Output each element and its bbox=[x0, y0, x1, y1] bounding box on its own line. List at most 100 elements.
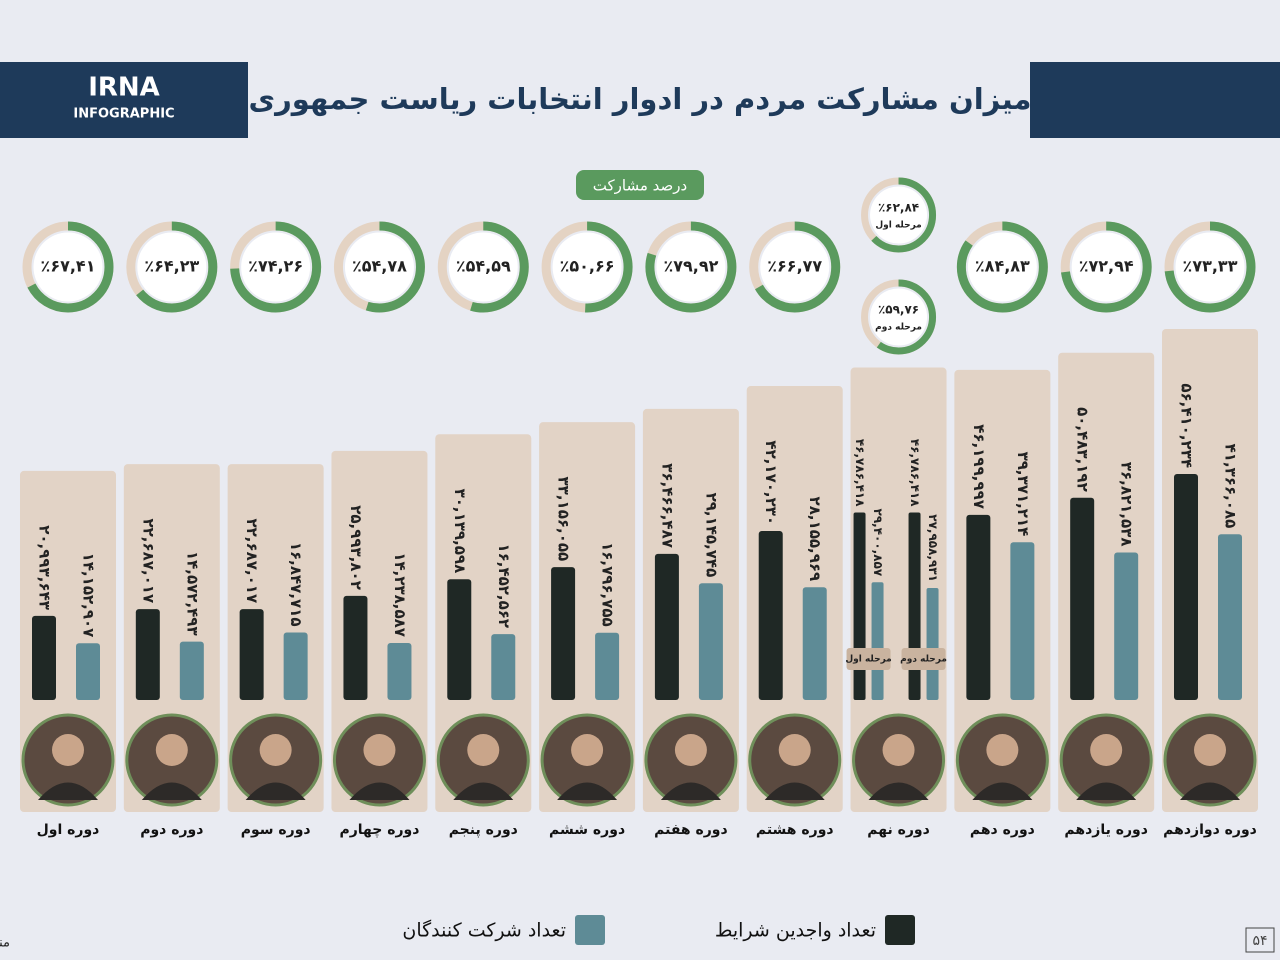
round-tag bbox=[901, 648, 946, 670]
portrait-head bbox=[571, 734, 604, 766]
value-label: ۵۰,۴۸۳,۱۹۲ bbox=[1074, 407, 1092, 492]
round-tag bbox=[846, 648, 891, 670]
portrait-head bbox=[363, 734, 396, 766]
value-label: ۳۶,۸۲۱,۵۳۸ bbox=[1118, 462, 1136, 547]
ring-inner bbox=[1175, 232, 1245, 302]
ring-arc bbox=[1164, 221, 1256, 313]
value-label: ۲۷,۹۵۸,۹۳۱ bbox=[926, 514, 940, 582]
value-label: ۱۶,۴۵۲,۵۶۲ bbox=[495, 543, 513, 628]
bar-eligible bbox=[966, 514, 991, 700]
period-name: دوره یازدهم bbox=[1064, 822, 1148, 838]
value-label: ۳۹,۳۷۱,۲۱۴ bbox=[1014, 452, 1032, 537]
value-label: ۲۲,۶۸۷,۰۱۷ bbox=[243, 518, 261, 603]
percent-label: ٪۷۴,۲۶ bbox=[248, 257, 303, 276]
period-name: دوره اول bbox=[37, 822, 100, 838]
portrait-body bbox=[972, 782, 1033, 800]
period-name: دوره دوم bbox=[140, 822, 203, 838]
value-label: ۴۶,۱۹۹,۹۹۷ bbox=[970, 424, 988, 509]
portrait-head bbox=[1194, 734, 1226, 766]
portrait-head bbox=[52, 734, 84, 766]
logo: IRNA bbox=[88, 73, 160, 103]
ring-inner bbox=[1071, 232, 1141, 302]
percent-label: ٪۶۷,۴۱ bbox=[41, 257, 96, 276]
page-box bbox=[1245, 927, 1275, 953]
ring-inner bbox=[870, 288, 928, 346]
ring-round-label: مرحله اول bbox=[875, 221, 921, 231]
legend-label: تعداد شرکت کنندگان bbox=[402, 919, 566, 942]
period-name: دوره چهارم bbox=[339, 822, 419, 838]
bar-eligible bbox=[853, 512, 866, 700]
portrait-body bbox=[453, 782, 514, 800]
portrait-body bbox=[38, 782, 98, 800]
percent-label: ٪۵۴,۵۹ bbox=[456, 257, 511, 276]
ring-inner bbox=[760, 232, 830, 302]
ring-inner bbox=[656, 232, 726, 302]
bar-eligible bbox=[551, 567, 576, 700]
value-label: ۱۴,۲۳۸,۵۸۷ bbox=[391, 552, 409, 637]
value-label: ۲۰,۹۹۳,۶۴۳ bbox=[36, 525, 54, 610]
column-panel bbox=[539, 422, 636, 812]
ring-arc bbox=[437, 221, 529, 313]
percent-label: ٪۵۴,۷۸ bbox=[352, 257, 407, 276]
ring-arc bbox=[749, 221, 841, 313]
value-label: ۲۹,۴۰۰,۸۵۷ bbox=[871, 508, 885, 576]
value-label: ۵۶,۴۱۰,۲۳۴ bbox=[1178, 383, 1196, 468]
period-name: دوره ششم bbox=[549, 822, 625, 838]
bar-eligible bbox=[447, 579, 472, 700]
legend-label: تعداد واجدین شرایط bbox=[715, 920, 876, 942]
percent-label: ٪۵۹,۷۶ bbox=[878, 303, 919, 317]
value-label: ۴۶,۷۸۶,۴۱۸ bbox=[908, 439, 922, 507]
value-label: ۲۲,۶۸۷,۰۱۷ bbox=[139, 518, 157, 603]
value-label: ۱۶,۸۴۷,۷۱۵ bbox=[287, 542, 305, 627]
bar-eligible bbox=[239, 609, 264, 700]
period-name: دوره پنجم bbox=[449, 822, 518, 838]
value-label: ۴۲,۱۷۰,۲۳۰ bbox=[762, 440, 780, 525]
ring-inner bbox=[448, 232, 518, 302]
ring-inner bbox=[870, 186, 928, 244]
period-name: دوره دوازدهم bbox=[1163, 822, 1257, 838]
round-label: مرحله دوم bbox=[900, 655, 947, 665]
percent-label: ٪۶۲,۸۴ bbox=[878, 201, 919, 215]
bar-participants bbox=[283, 632, 308, 700]
ring-inner bbox=[344, 232, 414, 302]
ring-arc bbox=[861, 279, 937, 355]
bar-eligible bbox=[908, 512, 921, 700]
round-label: مرحله اول bbox=[845, 655, 891, 665]
value-label: ۱۶,۷۹۶,۷۵۵ bbox=[599, 542, 617, 627]
portrait-body bbox=[141, 782, 202, 800]
ring-arc bbox=[22, 221, 114, 313]
ring-arc bbox=[333, 221, 425, 313]
value-label: ۴۱,۳۶۶,۰۸۵ bbox=[1222, 444, 1240, 529]
bar-participants bbox=[179, 641, 204, 700]
value-label: ۲۸,۱۵۵,۹۶۹ bbox=[806, 497, 824, 582]
ring-inner bbox=[241, 232, 311, 302]
portrait-head bbox=[882, 734, 915, 766]
period-name: دوره هشتم bbox=[756, 822, 834, 838]
source: منبع: وزارت کشور bbox=[0, 936, 10, 951]
value-label: ۲۵,۹۹۳,۸۰۲ bbox=[347, 505, 365, 590]
legend-swatch bbox=[575, 915, 605, 945]
page-number: ۵۴ bbox=[1252, 933, 1267, 949]
period-name: دوره دهم bbox=[970, 822, 1035, 838]
portrait-head bbox=[155, 734, 188, 766]
value-label: ۴۶,۷۸۶,۴۱۸ bbox=[853, 439, 867, 507]
portrait-body bbox=[349, 782, 410, 800]
percent-label: ٪۶۴,۲۳ bbox=[144, 257, 199, 276]
ring-round-label: مرحله دوم bbox=[875, 323, 922, 333]
bar-eligible bbox=[654, 553, 679, 700]
portrait-head bbox=[467, 734, 500, 766]
period-name: دوره سوم bbox=[241, 822, 311, 838]
portrait-head bbox=[674, 734, 707, 766]
bar-participants bbox=[387, 642, 412, 700]
value-label: ۳۳,۱۵۶,۰۵۵ bbox=[555, 477, 573, 562]
column-panel bbox=[435, 434, 532, 812]
participation-pill bbox=[576, 170, 704, 200]
portrait-head bbox=[778, 734, 811, 766]
participation-label: درصد مشارکت bbox=[593, 177, 687, 195]
column-panel bbox=[642, 408, 739, 812]
portrait-body bbox=[660, 782, 721, 800]
ring-arc bbox=[1060, 221, 1152, 313]
ring-arc bbox=[861, 177, 937, 253]
bar-eligible bbox=[1174, 474, 1198, 700]
